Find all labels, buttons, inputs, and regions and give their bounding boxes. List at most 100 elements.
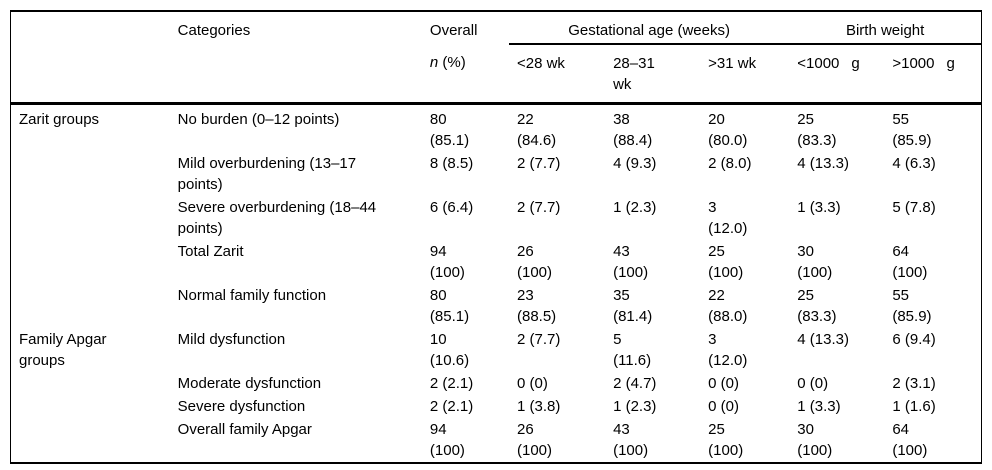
category-cell: Normal family function [177, 287, 327, 304]
table-row: Severe dysfunction 2 (2.1) 1 (3.8) 1 (2.3) 0… [11, 395, 982, 418]
table-body: Zarit groups No burden (0–12 points) 80 (8… [11, 104, 982, 464]
value-cell: 1 (3.3) [797, 199, 841, 216]
col-header-n-percent: n (%) [421, 44, 509, 105]
value-cell: 35 (81.4) [613, 287, 653, 325]
table-row: Family Apgar groups Mild dysfunction 10 (1… [11, 328, 982, 372]
value-cell: 0 (0) [516, 375, 548, 392]
value-cell: 4 (6.3) [892, 155, 936, 172]
value-cell: 22 (88.0) [708, 287, 748, 325]
category-cell: Severe overburdening (18–44 points) [177, 199, 377, 237]
value-cell: 38 (88.4) [613, 111, 653, 149]
value-cell: 3 (12.0) [708, 199, 748, 237]
value-cell: 0 (0) [708, 398, 740, 415]
category-cell: No burden (0–12 points) [177, 111, 340, 128]
empty-cell [169, 44, 422, 105]
zarit-apgar-table: Categories Overall Gestational age (week… [10, 10, 982, 464]
weight-threshold: >1000 [892, 55, 935, 72]
category-cell: Severe dysfunction [177, 398, 306, 415]
category-cell: Mild overburdening (13–17 points) [177, 155, 357, 193]
col-group-birth-weight: Birth weight [789, 11, 982, 45]
n-italic: n [429, 54, 439, 71]
value-cell: 55 (85.9) [892, 287, 932, 325]
category-cell: Total Zarit [177, 243, 244, 260]
overall-value-cell: 6 (6.4) [429, 199, 474, 216]
overall-value-cell: 94 (100) [429, 243, 465, 281]
value-cell: 5 (11.6) [613, 331, 652, 369]
weight-unit: g [946, 55, 955, 72]
value-cell: 2 (7.7) [516, 199, 561, 216]
overall-value-cell: 94 (100) [429, 421, 465, 459]
value-cell: 2 (3.1) [892, 375, 936, 392]
value-cell: 26 (100) [516, 243, 553, 281]
value-cell: 64 (100) [892, 421, 928, 459]
value-cell: 1 (2.3) [613, 398, 657, 415]
table-row: Normal family function 80 (85.1) 23 (88.5)… [11, 284, 982, 328]
value-cell: 25 (100) [708, 243, 744, 281]
category-cell: Mild dysfunction [177, 331, 286, 348]
value-cell: 30 (100) [797, 243, 833, 281]
value-cell: 43 (100) [613, 421, 649, 459]
value-cell: 25 (83.3) [797, 111, 837, 149]
value-cell: 4 (13.3) [797, 155, 849, 172]
empty-cell [10, 44, 170, 105]
table-row: Moderate dysfunction 2 (2.1) 0 (0) 2 (4.7) 0… [11, 372, 982, 395]
col-header-categories: Categories [177, 22, 251, 39]
table-row: Zarit groups No burden (0–12 points) 80 (8… [11, 104, 982, 153]
overall-value-cell: 10 (10.6) [429, 331, 470, 369]
row-group-cell [11, 372, 170, 395]
col-header-gt31wk: >31 wk [700, 44, 790, 105]
value-cell: 1 (3.8) [516, 398, 561, 415]
value-cell: 22 (84.6) [516, 111, 557, 149]
value-cell: 2 (7.7) [516, 331, 561, 348]
col-header-gt1000g: >1000 g [884, 44, 982, 105]
value-cell: 26 (100) [516, 421, 553, 459]
value-cell: 5 (7.8) [892, 199, 936, 216]
header-row-groups: Categories Overall Gestational age (week… [11, 11, 982, 45]
value-cell: 4 (13.3) [797, 331, 849, 348]
overall-value-cell: 2 (2.1) [429, 375, 474, 392]
table-row: Severe overburdening (18–44 points) 6 (6.… [11, 196, 982, 240]
row-group-cell: Zarit groups [19, 111, 100, 128]
value-cell: 4 (9.3) [613, 155, 657, 172]
category-cell: Overall family Apgar [177, 421, 312, 438]
overall-value-cell: 80 (85.1) [429, 287, 470, 325]
value-cell: 55 (85.9) [892, 111, 932, 149]
table-row: Mild overburdening (13–17 points) 8 (8.5)… [11, 152, 982, 196]
weight-unit: g [851, 55, 860, 72]
row-group-cell [11, 395, 170, 418]
category-cell: Moderate dysfunction [177, 375, 322, 392]
value-cell: 23 (88.5) [516, 287, 557, 325]
row-group-cell [11, 418, 170, 463]
overall-value-cell: 2 (2.1) [429, 398, 474, 415]
header-row-subcolumns: n (%) <28 wk 28–31 wk >31 wk <1000 g >100… [10, 44, 982, 105]
value-cell: 25 (83.3) [797, 287, 837, 325]
row-group-cell [11, 240, 170, 284]
value-cell: 2 (8.0) [708, 155, 752, 172]
overall-value-cell: 80 (85.1) [429, 111, 470, 149]
value-cell: 64 (100) [892, 243, 928, 281]
corner-cell [11, 11, 170, 44]
table-row: Overall family Apgar 94 (100) 26 (100) 43 (… [11, 418, 982, 463]
value-cell: 0 (0) [708, 375, 740, 392]
value-cell: 2 (4.7) [613, 375, 657, 392]
value-cell: 30 (100) [797, 421, 833, 459]
value-cell: 3 (12.0) [708, 331, 748, 369]
value-cell: 1 (2.3) [613, 199, 657, 216]
value-cell: 43 (100) [613, 243, 649, 281]
value-cell: 0 (0) [797, 375, 829, 392]
col-header-lt1000g: <1000 g [789, 44, 885, 105]
value-cell: 2 (7.7) [516, 155, 561, 172]
col-header-overall: Overall [429, 22, 478, 39]
weight-threshold: <1000 [797, 55, 840, 72]
col-header-lt28wk: <28 wk [508, 44, 606, 105]
value-cell: 20 (80.0) [708, 111, 748, 149]
value-cell: 25 (100) [708, 421, 744, 459]
percent-label: (%) [438, 54, 466, 71]
col-header-28-31wk: 28–31 wk [605, 44, 701, 105]
row-group-cell [11, 284, 170, 328]
value-cell: 1 (1.6) [892, 398, 936, 415]
value-cell: 6 (9.4) [892, 331, 936, 348]
row-group-cell [11, 196, 170, 240]
col-group-gestational-age: Gestational age (weeks) [508, 11, 790, 45]
